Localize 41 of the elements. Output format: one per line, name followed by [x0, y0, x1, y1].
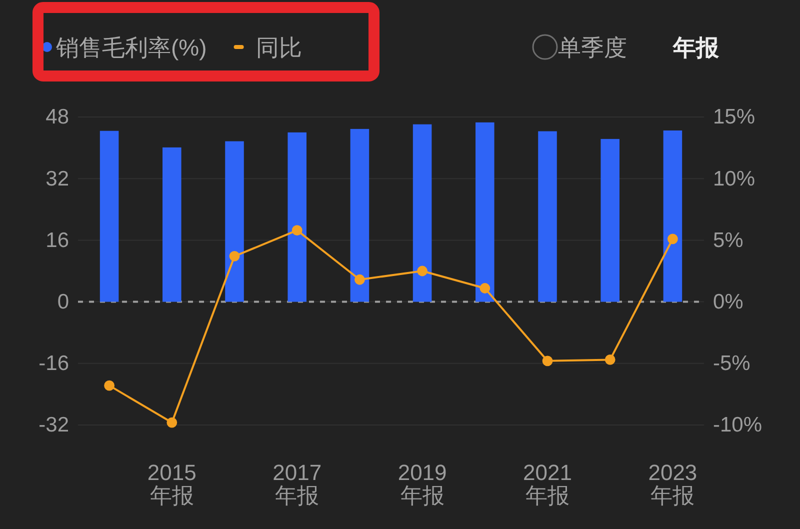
bar	[663, 130, 682, 302]
y-tick-label: 0	[57, 290, 69, 314]
point	[292, 225, 302, 236]
y-tick-label: 16	[46, 228, 69, 252]
point	[104, 380, 114, 391]
legend-label: 销售毛利率(%)	[55, 34, 207, 60]
y2-tick-label: 5%	[713, 228, 744, 252]
x-tick-label: 2015 年报	[147, 460, 196, 508]
bar	[350, 128, 370, 302]
legend-label: 同比	[256, 34, 302, 60]
point	[604, 354, 616, 365]
point	[417, 266, 428, 276]
bar	[288, 132, 306, 302]
y2-tick-label: -10%	[713, 414, 762, 437]
point	[166, 417, 178, 428]
y2-tick-label: 0%	[713, 290, 744, 314]
bar	[225, 141, 244, 302]
bar	[162, 147, 182, 302]
bar	[100, 130, 119, 302]
y2-tick-label: -5%	[713, 352, 750, 376]
y2-tick-label: 15%	[713, 106, 756, 129]
point	[229, 251, 240, 262]
point	[542, 356, 553, 366]
x-tick-label: 2017 年报	[272, 460, 322, 508]
y-tick-label: -32	[38, 414, 69, 437]
point	[354, 274, 365, 285]
bar	[600, 138, 620, 302]
point	[480, 283, 490, 294]
y-tick-label: 32	[46, 167, 69, 190]
text: 年报	[672, 34, 720, 60]
x-tick-label: 2023 年报	[648, 460, 698, 508]
y-tick-label: 48	[46, 106, 69, 129]
y-tick-label: -16	[38, 352, 69, 376]
point	[668, 234, 678, 244]
x-tick-label: 2021 年报	[523, 460, 572, 508]
bar	[412, 124, 432, 302]
bar	[476, 122, 494, 302]
bar	[538, 131, 557, 302]
x-tick-label: 2019 年报	[398, 460, 447, 508]
text: 单季度	[558, 34, 627, 60]
y2-tick-label: 10%	[713, 167, 756, 190]
